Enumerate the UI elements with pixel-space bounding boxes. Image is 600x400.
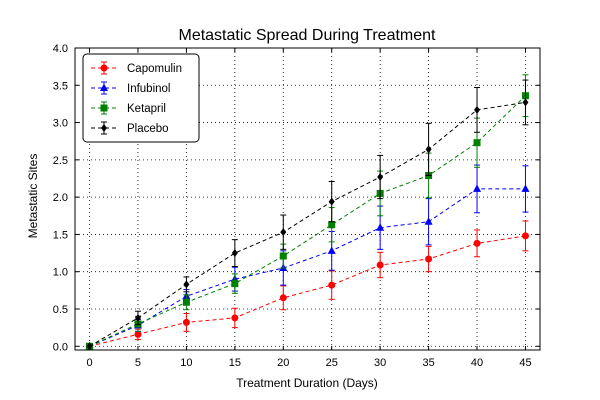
data-point-ketapril (328, 221, 336, 229)
x-tick-label: 30 (374, 357, 386, 369)
y-tick-label: 1.5 (53, 229, 68, 241)
data-point-infubinol (376, 223, 385, 231)
series-layer (85, 74, 530, 351)
data-point-placebo (231, 249, 238, 258)
y-tick-label: 1.0 (53, 267, 68, 279)
data-point-capomulin (231, 314, 239, 322)
y-tick-label: 3.0 (53, 118, 68, 130)
legend-marker-infubinol (100, 83, 108, 91)
plot-frame (74, 47, 541, 351)
data-point-infubinol (424, 217, 433, 225)
series-line-capomulin (89, 235, 526, 347)
data-point-capomulin (473, 239, 481, 247)
legend-label-placebo: Placebo (127, 123, 169, 135)
legend-marker-capomulin (100, 64, 108, 72)
data-point-capomulin (279, 294, 287, 302)
legend: Capomulin Infubinol Ketapril Placebo (82, 53, 200, 143)
x-axis-ticks: 0 5 10 15 20 25 30 35 40 45 (86, 48, 532, 369)
series-line-ketapril (89, 95, 526, 347)
series-placebo (86, 79, 529, 351)
series-line-infubinol (89, 188, 526, 347)
data-point-infubinol (473, 184, 482, 192)
data-point-capomulin (521, 232, 529, 240)
legend-marker-placebo (101, 124, 107, 132)
data-point-ketapril (231, 280, 239, 288)
x-tick-label: 40 (471, 357, 483, 369)
data-point-capomulin (134, 330, 142, 338)
x-tick-label: 15 (229, 357, 241, 369)
y-axis-label: Metastatic Sites (26, 154, 40, 239)
data-point-ketapril (473, 139, 481, 147)
y-tick-label: 0.0 (53, 341, 68, 353)
data-point-placebo (474, 105, 481, 114)
legend-label-infubinol: Infubinol (127, 83, 170, 95)
x-tick-label: 35 (422, 357, 434, 369)
data-point-infubinol (327, 246, 336, 254)
chart-title: Metastatic Spread During Treatment (178, 27, 436, 44)
data-point-ketapril (279, 252, 287, 260)
data-point-placebo (522, 98, 529, 107)
y-tick-label: 4.0 (53, 43, 68, 55)
legend-label-ketapril: Ketapril (127, 103, 166, 115)
x-tick-label: 45 (519, 357, 531, 369)
legend-marker-ketapril (100, 104, 108, 112)
data-point-placebo (183, 280, 190, 289)
x-axis-label: Treatment Duration (Days) (236, 376, 378, 390)
x-tick-label: 20 (277, 357, 289, 369)
x-tick-label: 25 (326, 357, 338, 369)
legend-label-capomulin: Capomulin (127, 63, 182, 75)
data-point-capomulin (425, 255, 433, 263)
data-point-placebo (377, 173, 384, 182)
x-tick-label: 10 (180, 357, 192, 369)
y-tick-label: 2.0 (53, 192, 68, 204)
y-tick-label: 3.5 (53, 80, 68, 92)
data-point-infubinol (521, 184, 530, 192)
data-point-placebo (86, 342, 93, 351)
y-tick-label: 0.5 (53, 304, 68, 316)
data-point-placebo (134, 313, 141, 322)
legend-box (82, 53, 200, 143)
data-point-placebo (280, 228, 287, 237)
y-tick-label: 2.5 (53, 155, 68, 167)
series-line-placebo (89, 101, 526, 347)
data-point-placebo (425, 145, 432, 154)
data-point-ketapril (182, 298, 190, 306)
x-tick-label: 5 (135, 357, 141, 369)
x-tick-label: 0 (86, 357, 92, 369)
data-point-capomulin (182, 318, 190, 326)
y-axis-ticks: 0.0 0.5 1.0 1.5 2.0 2.5 3.0 3.5 4.0 (53, 43, 540, 353)
data-point-capomulin (328, 281, 336, 289)
data-point-capomulin (376, 261, 384, 269)
data-point-placebo (328, 197, 335, 206)
